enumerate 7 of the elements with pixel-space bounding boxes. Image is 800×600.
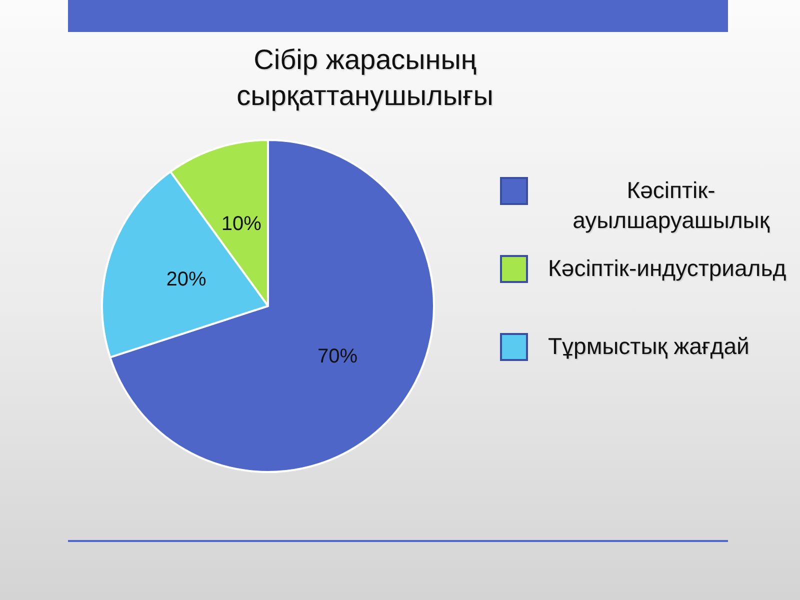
data-label: 70% [318, 346, 358, 368]
data-label: 20% [166, 268, 206, 290]
legend-label: Тұрмыстық жағдай [548, 332, 750, 361]
chart-title: Сібір жарасының сырқаттанушылығы [236, 43, 494, 113]
data-label: 10% [221, 213, 262, 236]
slice-label: Кәсіптік-ауылшаруашылық [572, 176, 770, 235]
legend-label: Кәсіптік-индустриальд [548, 254, 786, 283]
